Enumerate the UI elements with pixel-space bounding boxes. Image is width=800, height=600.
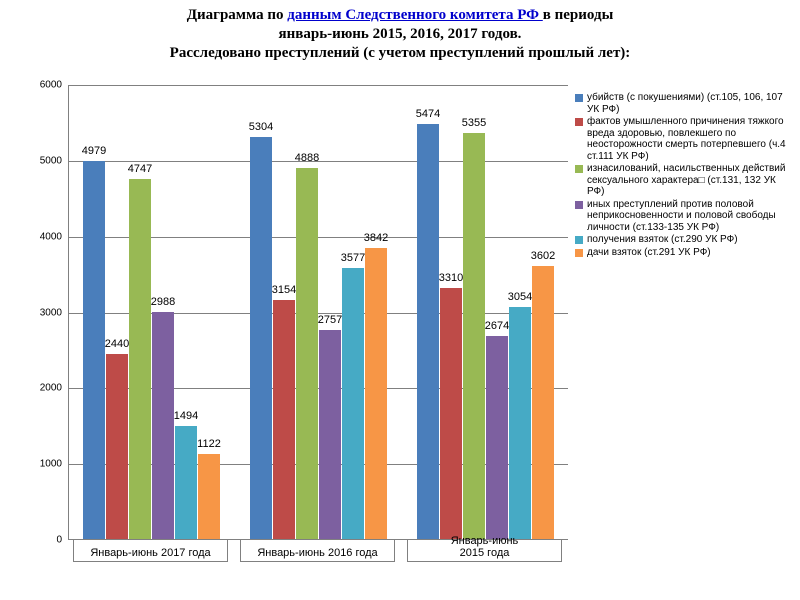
bar: 4747: [129, 179, 151, 539]
title-line3: Расследовано преступлений (с учетом прес…: [20, 44, 780, 63]
legend: убийств (с покушениями) (ст.105, 106, 10…: [575, 92, 790, 259]
y-tick-label: 2000: [40, 383, 62, 394]
bar-value-label: 5304: [249, 121, 273, 133]
bar-value-label: 3310: [439, 272, 463, 284]
chart-title: Диаграмма по данным Следственного комите…: [0, 0, 800, 64]
bar: 2757: [319, 330, 341, 539]
bar: 3602: [532, 266, 554, 539]
bar: 3577: [342, 268, 364, 539]
bar: 5474: [417, 124, 439, 539]
x-tick-label: Январь-июнь 2015 года: [443, 535, 527, 559]
bar-value-label: 3602: [531, 250, 555, 262]
bar-chart: 4979244047472988149411225304315448882757…: [28, 85, 568, 565]
bar: 3310: [440, 288, 462, 539]
bar: 5304: [250, 137, 272, 539]
bar-value-label: 2674: [485, 320, 509, 332]
bar-value-label: 4747: [128, 163, 152, 175]
legend-swatch: [575, 249, 583, 257]
y-tick-label: 0: [56, 535, 62, 546]
title-line1-post: в периоды: [543, 7, 614, 23]
legend-swatch: [575, 94, 583, 102]
bar: 4979: [83, 161, 105, 539]
legend-item: фактов умышленного причинения тяжкого вр…: [575, 116, 790, 162]
bar-value-label: 3154: [272, 284, 296, 296]
legend-item: иных преступлений против половой неприко…: [575, 199, 790, 234]
title-link[interactable]: данным Следственного комитета РФ: [287, 7, 543, 23]
legend-item: убийств (с покушениями) (ст.105, 106, 10…: [575, 92, 790, 115]
bar-value-label: 3054: [508, 291, 532, 303]
bar: 4888: [296, 168, 318, 539]
bar: 2674: [486, 336, 508, 539]
legend-label: фактов умышленного причинения тяжкого вр…: [587, 116, 790, 162]
bar-value-label: 5355: [462, 117, 486, 129]
bar-value-label: 3577: [341, 252, 365, 264]
bar: 1494: [175, 426, 197, 539]
legend-item: изнасилований, насильственных действий с…: [575, 163, 790, 198]
bar: 3154: [273, 300, 295, 539]
bar-group: 530431544888275735773842: [250, 137, 387, 539]
bar-value-label: 3842: [364, 232, 388, 244]
bar-value-label: 2440: [105, 338, 129, 350]
legend-label: дачи взяток (ст.291 УК РФ): [587, 247, 790, 259]
bar-value-label: 4888: [295, 152, 319, 164]
legend-label: изнасилований, насильственных действий с…: [587, 163, 790, 198]
bar-value-label: 1494: [174, 410, 198, 422]
bar-value-label: 2757: [318, 314, 342, 326]
legend-label: получения взяток (ст.290 УК РФ): [587, 234, 790, 246]
legend-label: иных преступлений против половой неприко…: [587, 199, 790, 234]
y-tick-label: 3000: [40, 307, 62, 318]
plot-area: 4979244047472988149411225304315448882757…: [68, 85, 568, 540]
legend-swatch: [575, 118, 583, 126]
y-tick-label: 4000: [40, 231, 62, 242]
bar: 5355: [463, 133, 485, 539]
y-tick-label: 6000: [40, 80, 62, 91]
title-line1-pre: Диаграмма по: [187, 7, 288, 23]
x-tick-label: Январь-июнь 2016 года: [257, 547, 377, 559]
y-tick-label: 1000: [40, 459, 62, 470]
bar-value-label: 4979: [82, 145, 106, 157]
bar-value-label: 1122: [197, 438, 221, 450]
bar-value-label: 2988: [151, 296, 175, 308]
legend-swatch: [575, 201, 583, 209]
x-tick-label: Январь-июнь 2017 года: [90, 547, 210, 559]
y-tick-label: 5000: [40, 155, 62, 166]
legend-swatch: [575, 236, 583, 244]
title-line2: январь-июнь 2015, 2016, 2017 годов.: [20, 25, 780, 44]
legend-item: дачи взяток (ст.291 УК РФ): [575, 247, 790, 259]
bar-value-label: 5474: [416, 108, 440, 120]
bar: 2440: [106, 354, 128, 539]
legend-swatch: [575, 165, 583, 173]
bar: 3054: [509, 307, 531, 539]
bar: 3842: [365, 248, 387, 539]
bar: 1122: [198, 454, 220, 539]
gridline: [69, 85, 568, 86]
legend-item: получения взяток (ст.290 УК РФ): [575, 234, 790, 246]
legend-label: убийств (с покушениями) (ст.105, 106, 10…: [587, 92, 790, 115]
bar-group: 547433105355267430543602: [417, 124, 554, 539]
bar-group: 497924404747298814941122: [83, 161, 220, 539]
bar: 2988: [152, 312, 174, 539]
